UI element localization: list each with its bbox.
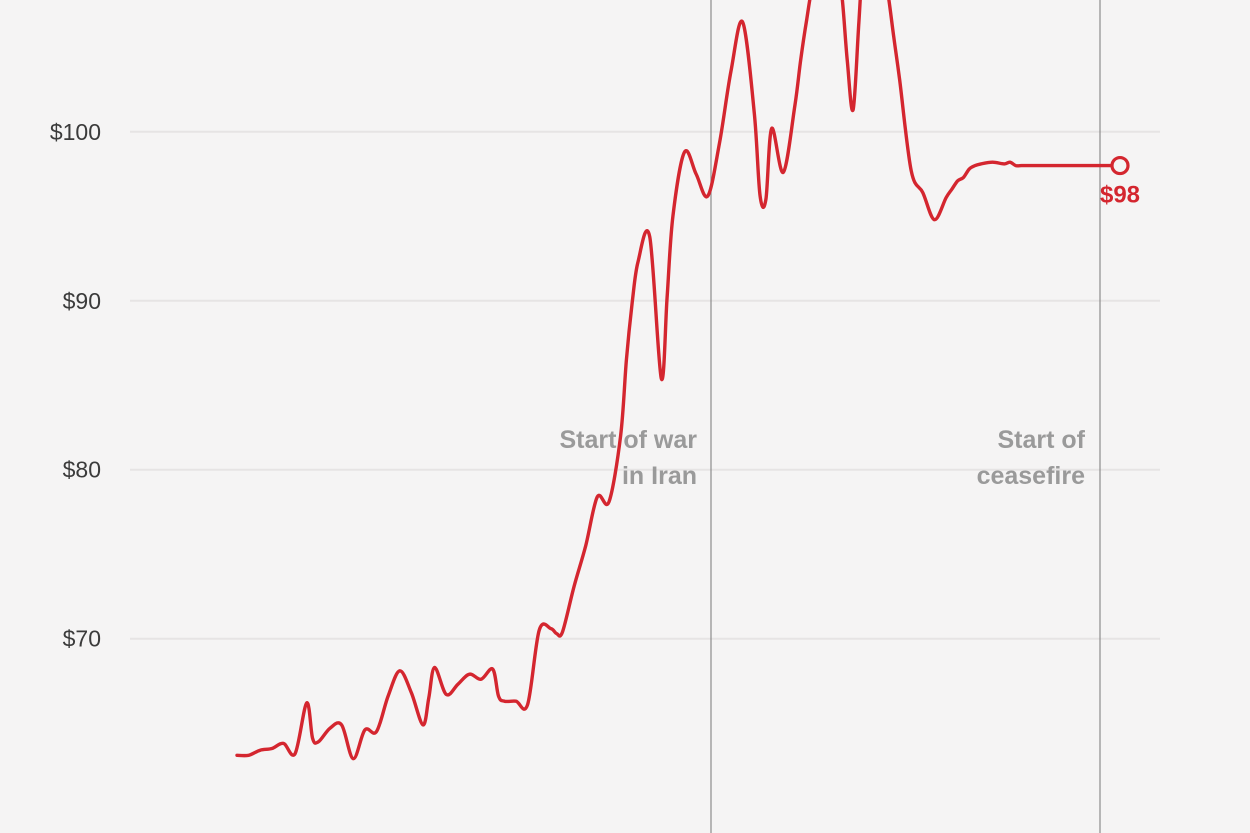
latest-value-label: $98 [1100,182,1140,209]
y-tick-label: $100 [50,119,101,145]
annotation-ceasefire-line2: ceasefire [977,462,1086,490]
annotation-war-start-line1: Start of war [559,426,697,454]
latest-value-marker [1110,155,1130,176]
annotation-war-start: Start of war in Iran [559,426,697,490]
annotation-ceasefire-line1: Start of [998,426,1086,454]
annotation-war-start-line2: in Iran [622,462,697,490]
y-tick-label: $90 [63,288,101,314]
annotation-ceasefire: Start of ceasefire [977,426,1086,490]
price-series-line [235,0,1117,761]
y-axis-tick-labels: $70 $80 $90 $100 [50,119,101,652]
y-tick-label: $70 [63,626,101,652]
y-tick-label: $80 [63,457,101,483]
gridlines [130,130,1160,640]
